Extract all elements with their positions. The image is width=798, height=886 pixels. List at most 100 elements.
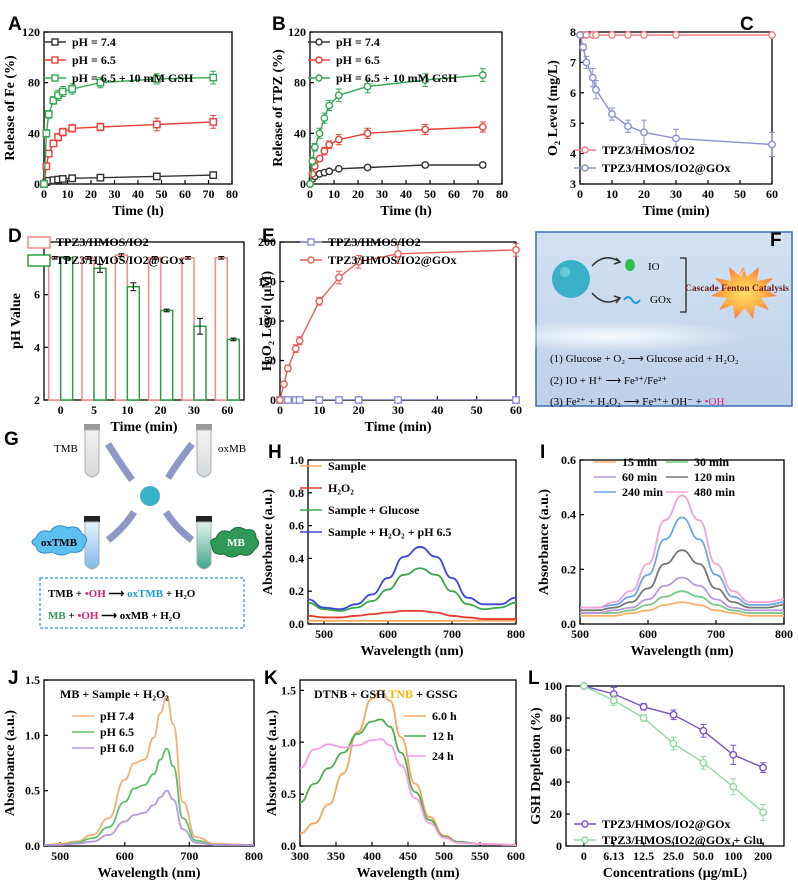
bar bbox=[214, 257, 229, 401]
x-tick-label: 80 bbox=[496, 187, 508, 201]
scheme-f-gox-label: GOx bbox=[650, 294, 672, 306]
y-tick-label: 1.0 bbox=[25, 728, 40, 742]
x-tick-label: 50.0 bbox=[693, 849, 714, 863]
data-point bbox=[283, 364, 292, 373]
x-tick-label: 600 bbox=[116, 849, 134, 863]
x-tick-label: 800 bbox=[507, 627, 525, 641]
x-tick-label: 550 bbox=[471, 849, 489, 863]
data-point bbox=[729, 750, 738, 759]
oxmb-tube-icon bbox=[196, 429, 212, 478]
x-tick-label: 0 bbox=[307, 187, 313, 201]
legend-label: 12 h bbox=[432, 729, 454, 743]
data-point bbox=[310, 143, 319, 152]
legend-label: pH 6.5 bbox=[100, 725, 134, 739]
y-tick-label: 0.0 bbox=[281, 839, 296, 853]
series-line bbox=[580, 549, 784, 612]
panel-label-j: J bbox=[8, 668, 19, 689]
data-point bbox=[209, 171, 218, 180]
x-tick-label: 20 bbox=[155, 403, 167, 417]
legend-marker bbox=[581, 820, 589, 828]
data-point bbox=[363, 163, 372, 172]
y-axis-label: Absorbance (a.u.) bbox=[265, 710, 280, 817]
catalyst-particle-icon bbox=[140, 486, 160, 506]
x-tick-label: 40 bbox=[431, 403, 443, 417]
panel-label-d: D bbox=[8, 226, 22, 247]
panel-c: C 3 4 5 6 7 8 0 10 20 30 40 50 60 Time (min) O₂ Level (… bbox=[546, 14, 778, 219]
data-point bbox=[315, 297, 324, 306]
panel-i: I 0.0 0.2 0.4 0.6 500 600 700 800 Wavelength (nm)… bbox=[537, 442, 793, 659]
y-tick-label: 0.8 bbox=[289, 486, 304, 500]
bar bbox=[47, 257, 62, 401]
x-axis-label: Time (h) bbox=[112, 204, 164, 219]
legend-marker bbox=[581, 836, 589, 844]
legend-label: Sample + H₂O₂ + pH 6.5 bbox=[328, 525, 452, 539]
y-axis-label: Release of TPZ (%) bbox=[271, 49, 286, 167]
data-point bbox=[44, 110, 53, 119]
legend-marker bbox=[51, 38, 59, 46]
legend: TPZ3/HMOS/IO2 TPZ3/HMOS/IO2@GOx bbox=[574, 143, 731, 175]
x-axis-label: Time (min) bbox=[110, 420, 177, 435]
legend-marker bbox=[581, 164, 589, 172]
arrow-mb bbox=[163, 510, 195, 543]
x-tick-label: 350 bbox=[327, 849, 345, 863]
x-axis-label: Wavelength (nm) bbox=[356, 866, 459, 881]
x-tick-label: 10 bbox=[62, 187, 74, 201]
panel-e: E 0 50 100 150 200 0 10 20 30 40 50 60 Time (min) H₂O₂… bbox=[258, 226, 522, 435]
y-tick-label: 0.0 bbox=[289, 617, 304, 631]
x-tick-label: 10 bbox=[328, 187, 340, 201]
chart-annotation: MB + Sample + H₂O₂ bbox=[60, 687, 169, 701]
plot-frame bbox=[579, 459, 785, 625]
x-tick-label: 30 bbox=[376, 187, 388, 201]
x-tick-label: 40 bbox=[702, 187, 714, 201]
panel-label-b: B bbox=[272, 14, 286, 35]
reaction-1: (1) Glucose + O₂ ⟶ Glucose acid + H₂O₂ bbox=[550, 353, 739, 365]
data-point bbox=[152, 120, 161, 129]
arrow-to-gox bbox=[591, 292, 621, 303]
legend-label: 60 min bbox=[622, 470, 657, 484]
scheme-g-box bbox=[39, 577, 245, 629]
data-point bbox=[576, 31, 584, 39]
y-tick-label: 150 bbox=[258, 275, 276, 289]
scheme-g-oxmb: oxMB bbox=[218, 443, 246, 455]
y-axis-label: Absorbance (a.u.) bbox=[261, 489, 276, 596]
x-tick-label: 400 bbox=[363, 849, 381, 863]
x-tick-label: 700 bbox=[443, 627, 461, 641]
plot-frame bbox=[43, 241, 245, 401]
y-axis-label: Absorbance (a.u.) bbox=[3, 710, 18, 817]
y-tick-label: 7 bbox=[570, 55, 576, 69]
data-point bbox=[315, 396, 324, 404]
series-line bbox=[580, 576, 784, 614]
bar bbox=[226, 338, 241, 401]
series-line bbox=[308, 567, 516, 612]
legend-swatch bbox=[27, 254, 51, 267]
y-tick-label: 100 bbox=[544, 679, 562, 693]
x-tick-label: 200 bbox=[754, 849, 772, 863]
bar bbox=[147, 257, 162, 401]
data-point bbox=[421, 76, 430, 85]
x-tick-label: 30 bbox=[670, 187, 682, 201]
data-point bbox=[96, 78, 105, 87]
legend: TPZ3/HMOS/IO2 TPZ3/HMOS/IO2@GOx bbox=[27, 235, 185, 267]
y-tick-label: 0.2 bbox=[289, 584, 304, 598]
y-tick-label: 200 bbox=[258, 235, 276, 249]
panel-d: D24680510203060Time (min)pH ValueTPZ3/HM… bbox=[8, 226, 245, 435]
arrow-tmb bbox=[105, 442, 135, 483]
x-axis-label: Wavelength (nm) bbox=[360, 644, 463, 659]
legend-label: Sample bbox=[328, 459, 367, 473]
data-point bbox=[209, 73, 218, 82]
legend-label: 480 min bbox=[694, 485, 735, 499]
y-tick-label: 0.5 bbox=[281, 787, 296, 801]
reaction-3: (3) Fe²⁺ + H₂O₂ ⟶ Fe³⁺+ OH⁻ + •OH bbox=[550, 396, 724, 408]
data-point bbox=[512, 245, 520, 254]
x-tick-label: 10 bbox=[606, 187, 618, 201]
legend-label: 6.0 h bbox=[432, 709, 457, 723]
x-tick-label: 500 bbox=[571, 627, 589, 641]
oxtmb-cloud-icon bbox=[31, 525, 88, 556]
x-tick-label: 60 bbox=[448, 187, 460, 201]
x-tick-label: 50 bbox=[734, 187, 746, 201]
y-tick-label: 80 bbox=[28, 76, 40, 90]
data-point bbox=[582, 58, 591, 67]
bar bbox=[159, 309, 174, 401]
x-tick-label: 60 bbox=[221, 403, 233, 417]
